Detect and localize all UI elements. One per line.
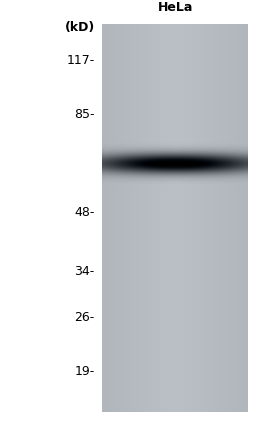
Text: 85-: 85- [74,109,95,121]
Text: HeLa: HeLa [158,1,193,14]
Text: 26-: 26- [74,311,95,324]
Text: 19-: 19- [74,365,95,378]
Text: 34-: 34- [74,265,95,278]
Text: 117-: 117- [67,54,95,67]
Text: (kD): (kD) [65,21,95,34]
Text: 48-: 48- [74,206,95,219]
